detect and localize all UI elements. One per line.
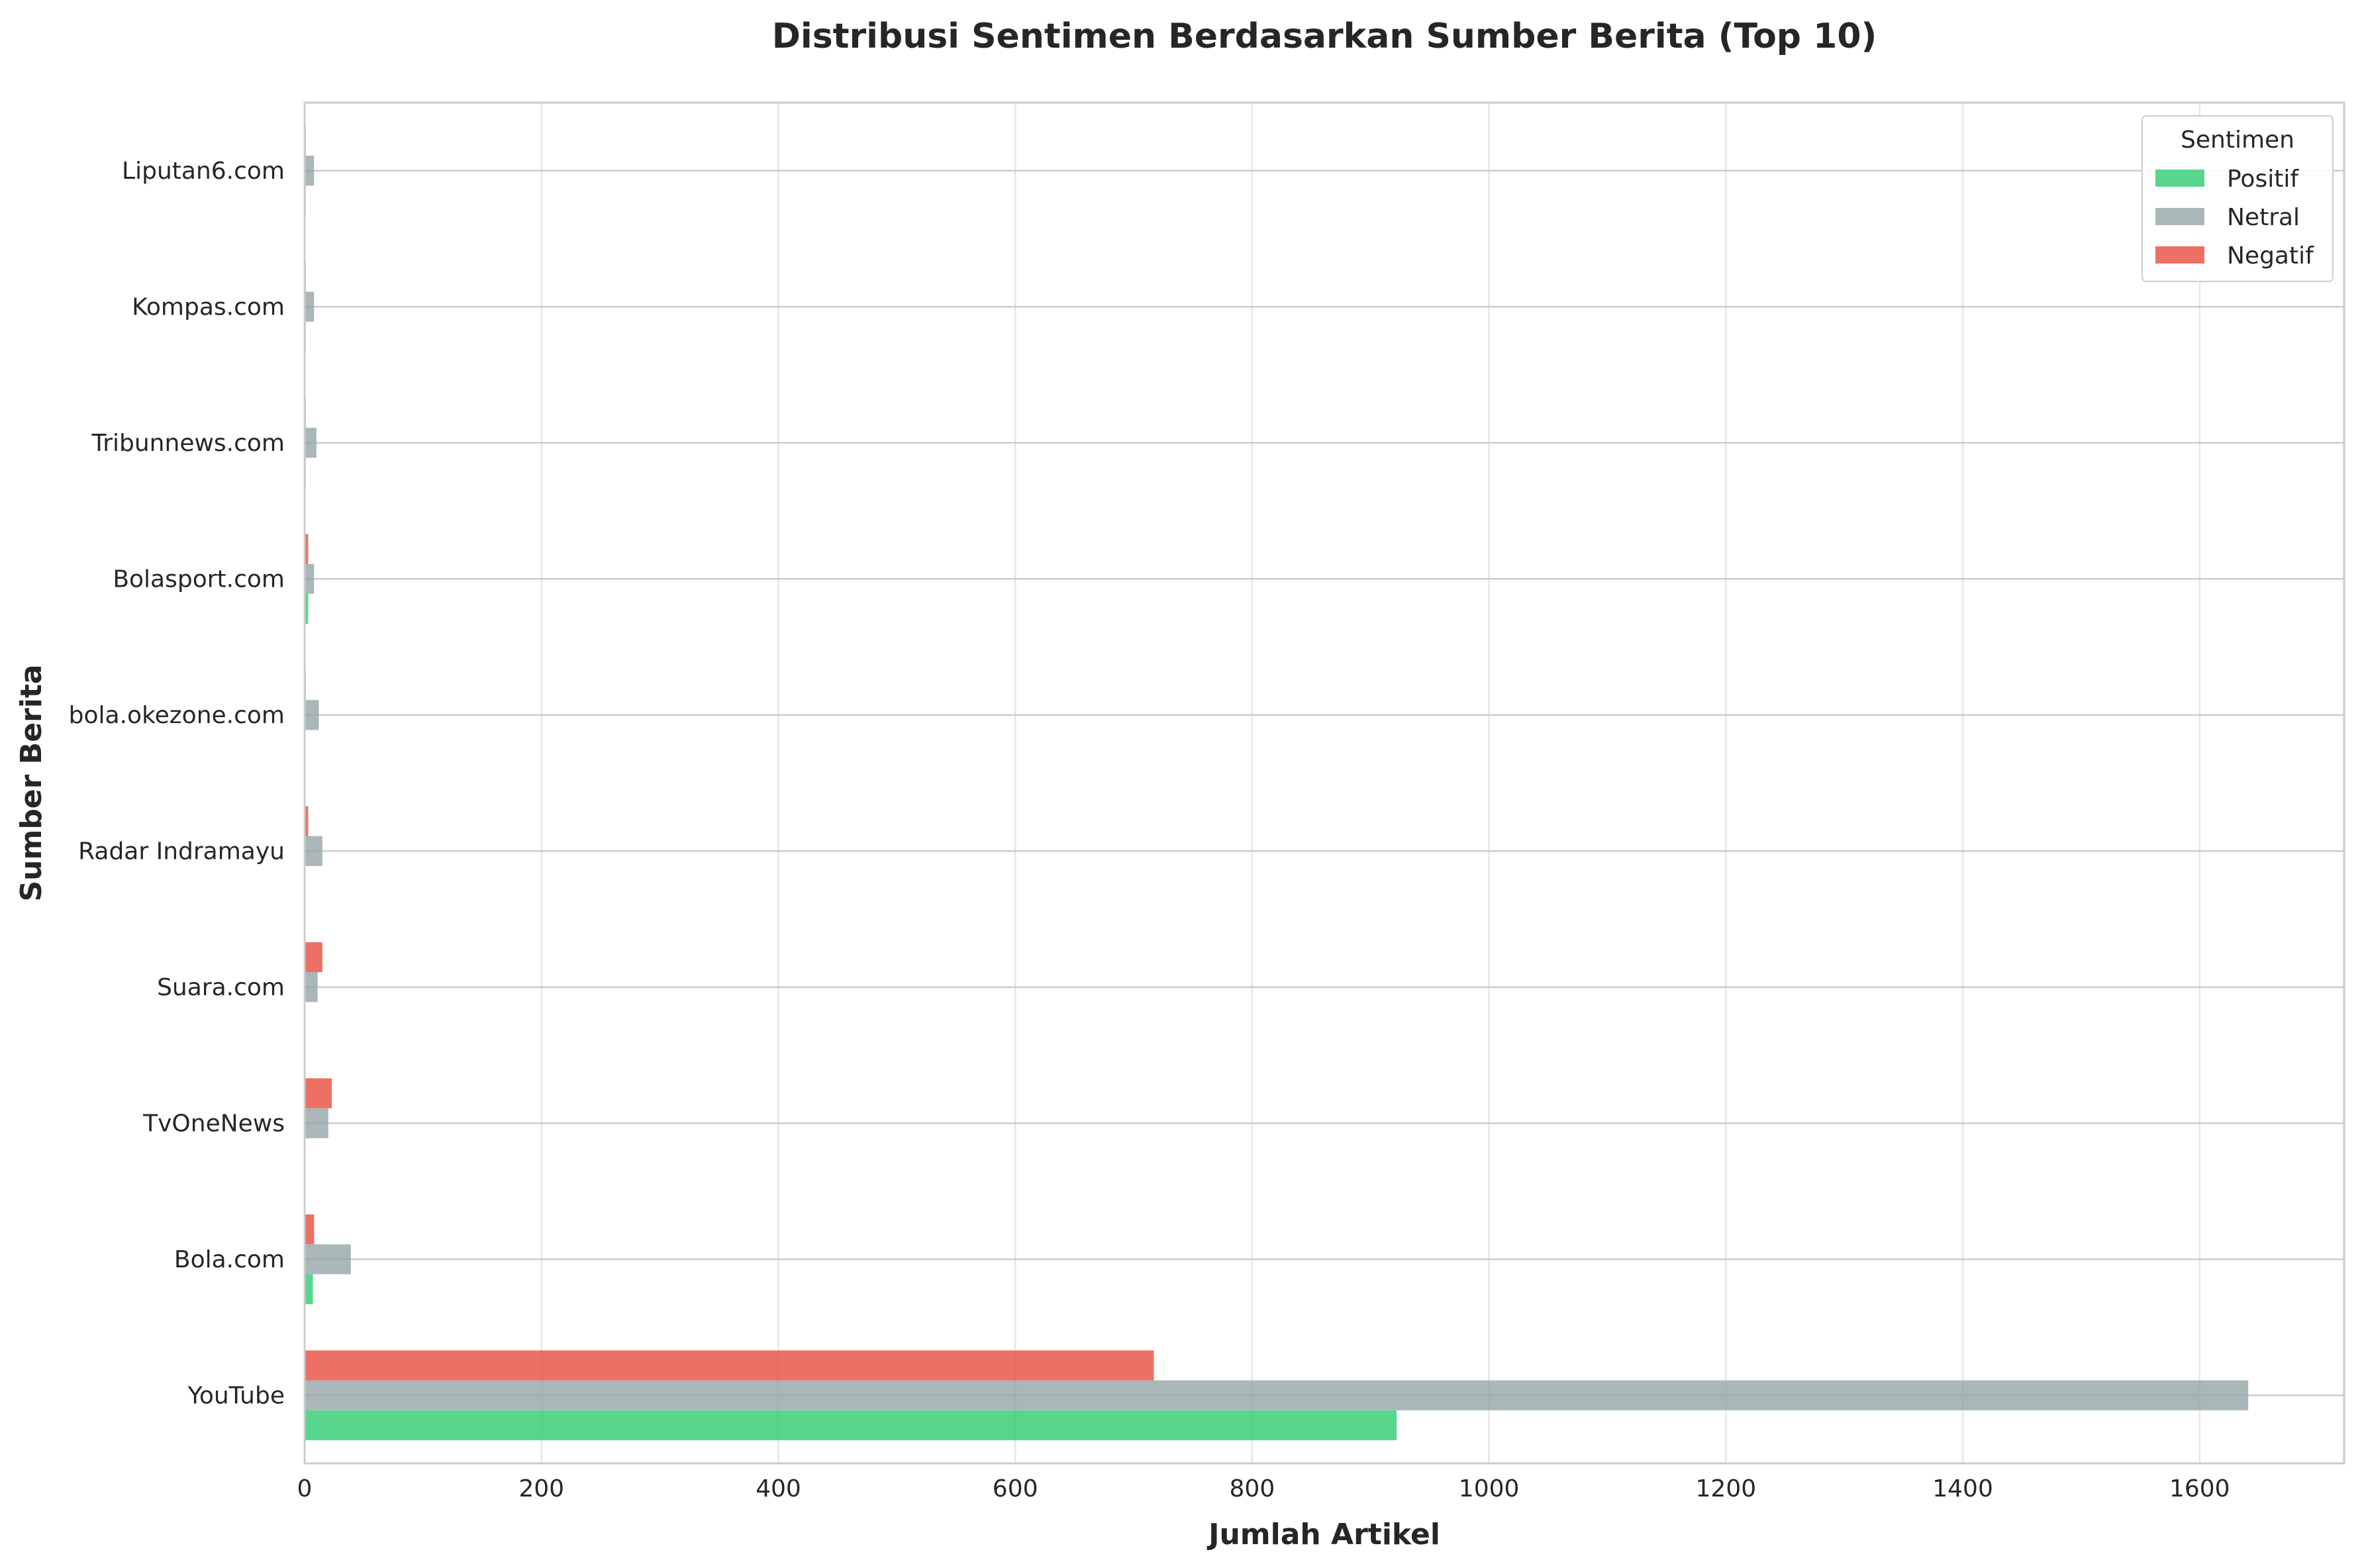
bar-netral-radar-indramayu: [305, 836, 322, 866]
bar-netral-bola-okezone-com: [305, 700, 319, 730]
y-tick-label: bola.okezone.com: [69, 702, 285, 729]
plot-frame: [303, 101, 2345, 1465]
bar-negatif-bolasport-com: [305, 534, 309, 564]
y-axis-label: Sumber Berita: [15, 664, 48, 901]
x-tick-label: 1200: [1696, 1475, 1757, 1502]
bar-negatif-radar-indramayu: [305, 806, 309, 836]
y-tick-labels: YouTube Bola.com TvOneNews Suara.com Radar I…: [69, 158, 285, 1410]
legend-swatch-positif: [2155, 170, 2204, 187]
y-tick-label: Bola.com: [174, 1246, 285, 1273]
bar-netral-liputan6-com: [305, 156, 315, 186]
x-tick-label: 600: [993, 1475, 1038, 1502]
y-tick-label: Tribunnews.com: [91, 430, 285, 457]
bar-netral-bolasport-com: [305, 564, 315, 594]
grid: [303, 103, 2344, 1463]
bar-netral-kompas-com: [305, 291, 315, 322]
x-axis-label: Jumlah Artikel: [1207, 1518, 1440, 1551]
bar-netral-bola-com: [305, 1244, 351, 1275]
legend-swatch-negatif: [2155, 246, 2204, 264]
y-tick-label: Radar Indramayu: [78, 838, 285, 865]
bar-netral-tribunnews-com: [305, 428, 317, 458]
legend-label-negatif: Negatif: [2227, 242, 2314, 270]
y-tick-label: Bolasport.com: [113, 565, 285, 593]
x-tick-label: 400: [756, 1475, 801, 1502]
x-tick-label: 800: [1230, 1475, 1275, 1502]
x-tick-label: 200: [518, 1475, 564, 1502]
y-tick-label: Kompas.com: [132, 293, 285, 320]
bar-netral-tvonenews: [305, 1108, 328, 1138]
x-tick-labels: 0 200 400 600 800 1000 1200 1400 1600: [297, 1475, 2230, 1502]
bar-positif-bola-com: [305, 1274, 313, 1304]
legend-items: Positif Netral Negatif: [2155, 166, 2314, 270]
y-tick-label: TvOneNews: [142, 1110, 285, 1137]
bar-positif-bolasport-com: [305, 593, 309, 624]
bar-positif-youtube: [305, 1410, 1397, 1441]
y-tick-label: Liputan6.com: [122, 158, 285, 185]
y-tick-label: Suara.com: [157, 974, 285, 1001]
bar-negatif-tvonenews: [305, 1078, 332, 1108]
y-tick-label: YouTube: [187, 1382, 285, 1409]
bars: [305, 125, 2249, 1441]
bar-netral-suara-com: [305, 972, 318, 1003]
legend-swatch-netral: [2155, 208, 2204, 225]
legend-box: [2142, 115, 2334, 282]
x-tick-label: 1400: [1932, 1475, 1993, 1502]
legend: Sentimen Positif Netral Negatif: [2142, 115, 2334, 282]
bar-negatif-bola-com: [305, 1214, 315, 1245]
bar-netral-youtube: [305, 1380, 2249, 1410]
bar-negatif-youtube: [305, 1350, 1154, 1381]
x-tick-label: 1600: [2169, 1475, 2230, 1502]
legend-title: Sentimen: [2181, 126, 2294, 154]
chart-title: Distribusi Sentimen Berdasarkan Sumber B…: [772, 17, 1877, 56]
legend-label-positif: Positif: [2227, 166, 2299, 193]
x-tick-label: 1000: [1459, 1475, 1520, 1502]
legend-label-netral: Netral: [2227, 204, 2300, 231]
bar-negatif-suara-com: [305, 942, 322, 973]
x-tick-label: 0: [297, 1475, 313, 1502]
